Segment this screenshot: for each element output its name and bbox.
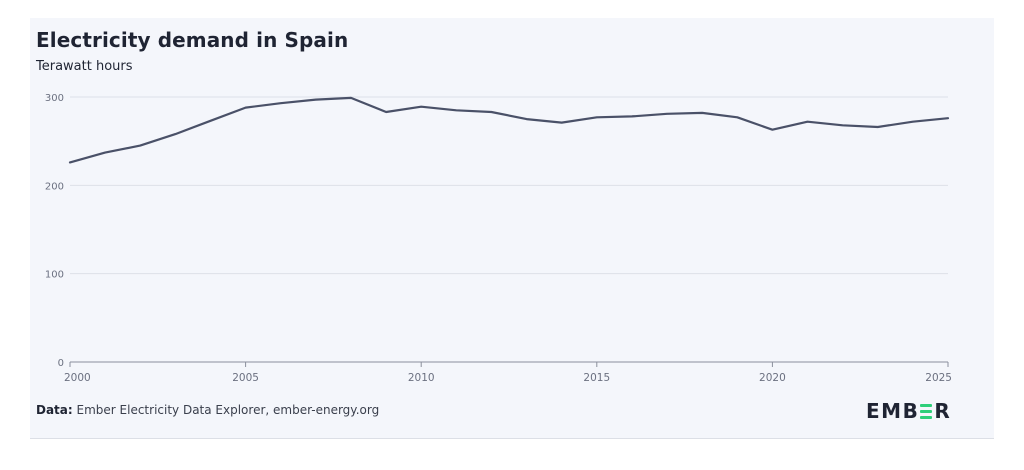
ember-logo: EMB R [866, 399, 951, 423]
chart-title: Electricity demand in Spain [36, 28, 349, 52]
line-chart: 0 100 200 300 2000 2005 2010 2015 2020 2025 [45, 93, 952, 384]
series-line [68, 96, 950, 164]
logo-text-right: R [934, 399, 952, 423]
data-source: Data: Ember Electricity Data Explorer, e… [36, 403, 379, 417]
x-tick-label: 2015 [583, 372, 610, 384]
y-tick-label: 200 [45, 181, 64, 192]
data-source-label: Data: [36, 403, 73, 417]
data-source-text: Ember Electricity Data Explorer, ember-e… [72, 403, 380, 417]
x-tick-label: 2020 [759, 372, 786, 384]
chart-subtitle: Terawatt hours [36, 59, 133, 74]
x-tick-label: 2005 [232, 372, 259, 384]
chart-card: Electricity demand in Spain Terawatt hou… [30, 18, 994, 439]
y-tick-label: 0 [58, 358, 64, 369]
x-tick-label: 2010 [408, 372, 435, 384]
logo-text-left: EMB [866, 399, 920, 423]
y-tick-label: 300 [45, 93, 64, 104]
x-tick-label: 2000 [64, 372, 91, 384]
logo-e-icon [920, 403, 933, 419]
y-tick-label: 100 [45, 270, 64, 281]
x-tick-label: 2025 [925, 372, 952, 384]
